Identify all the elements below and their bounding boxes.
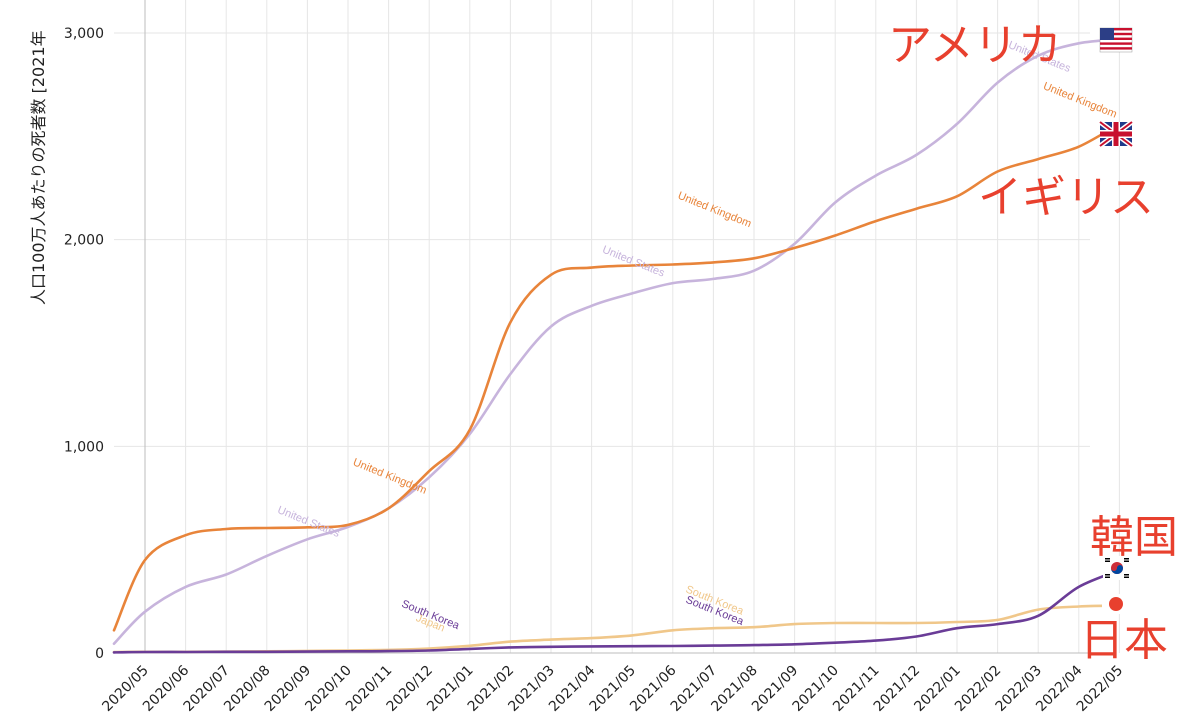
annotation-japan: 日本: [1080, 615, 1168, 666]
grid: [114, 0, 1120, 654]
series-inline-label: United Kingdom: [1041, 80, 1118, 120]
y-axis: 0 1,000 2,000 3,000: [64, 26, 104, 662]
japan-flag-icon: [1102, 594, 1130, 614]
korea-flag-icon: [1103, 556, 1131, 580]
series-inline-label: United Kingdom: [676, 190, 753, 230]
annotation-korea: 韓国: [1090, 512, 1178, 563]
us-flag-icon: [1099, 27, 1133, 53]
y-tick-label: 2,000: [64, 233, 104, 249]
uk-flag-icon: [1098, 120, 1134, 148]
series-line-united-states: [112, 37, 1121, 645]
y-tick-label: 3,000: [64, 26, 104, 42]
series-line-south-korea: [112, 569, 1121, 654]
annotation-uk: イギリス: [978, 172, 1154, 223]
y-tick-label: 0: [95, 646, 104, 662]
y-axis-label: 人口100万人あたりの死者数 [2021年: [29, 30, 48, 305]
series-inline-label: United States: [276, 504, 342, 540]
series-line-united-kingdom: [112, 122, 1121, 632]
series-group: [112, 37, 1121, 654]
series-inline-label: United States: [600, 244, 666, 280]
series-inline-label: United Kingdom: [351, 456, 428, 496]
y-tick-label: 1,000: [64, 439, 104, 455]
annotation-usa: アメリカ: [888, 20, 1062, 71]
x-axis: 2020/052020/062020/072020/082020/092020/…: [99, 652, 1126, 715]
